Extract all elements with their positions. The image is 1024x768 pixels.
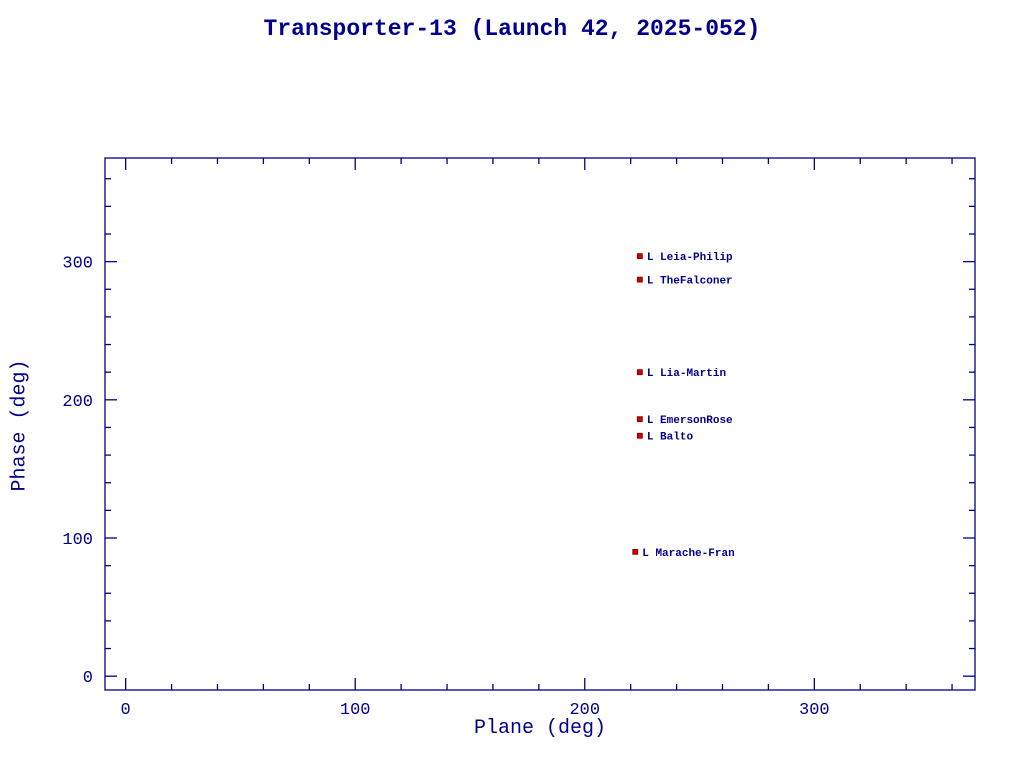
y-tick-label: 300	[62, 255, 93, 274]
x-tick-label: 300	[799, 701, 830, 720]
point-label: L Balto	[647, 432, 694, 444]
y-tick-label: 200	[62, 393, 93, 412]
point-label: L Marache-Fran	[642, 548, 734, 560]
data-point	[636, 416, 643, 423]
data-point	[636, 369, 643, 376]
point-label: L Lia-Martin	[647, 368, 726, 380]
y-axis-label: Phase (deg)	[8, 359, 32, 492]
data-point	[636, 432, 643, 439]
y-tick-label: 0	[83, 669, 93, 688]
point-label: L Leia-Philip	[647, 252, 733, 264]
data-point	[636, 276, 643, 283]
x-axis-label: Plane (deg)	[473, 717, 607, 740]
x-tick-label: 0	[121, 701, 131, 720]
data-point	[632, 548, 639, 555]
point-label: L EmersonRose	[647, 415, 733, 427]
x-tick-label: 100	[340, 701, 371, 720]
chart-title: Transporter-13 (Launch 42, 2025-052)	[263, 16, 761, 42]
y-tick-label: 100	[62, 531, 93, 550]
x-tick-label: 200	[569, 701, 600, 720]
point-label: L TheFalconer	[647, 276, 733, 288]
plot-border	[104, 157, 976, 691]
data-point	[636, 253, 643, 260]
